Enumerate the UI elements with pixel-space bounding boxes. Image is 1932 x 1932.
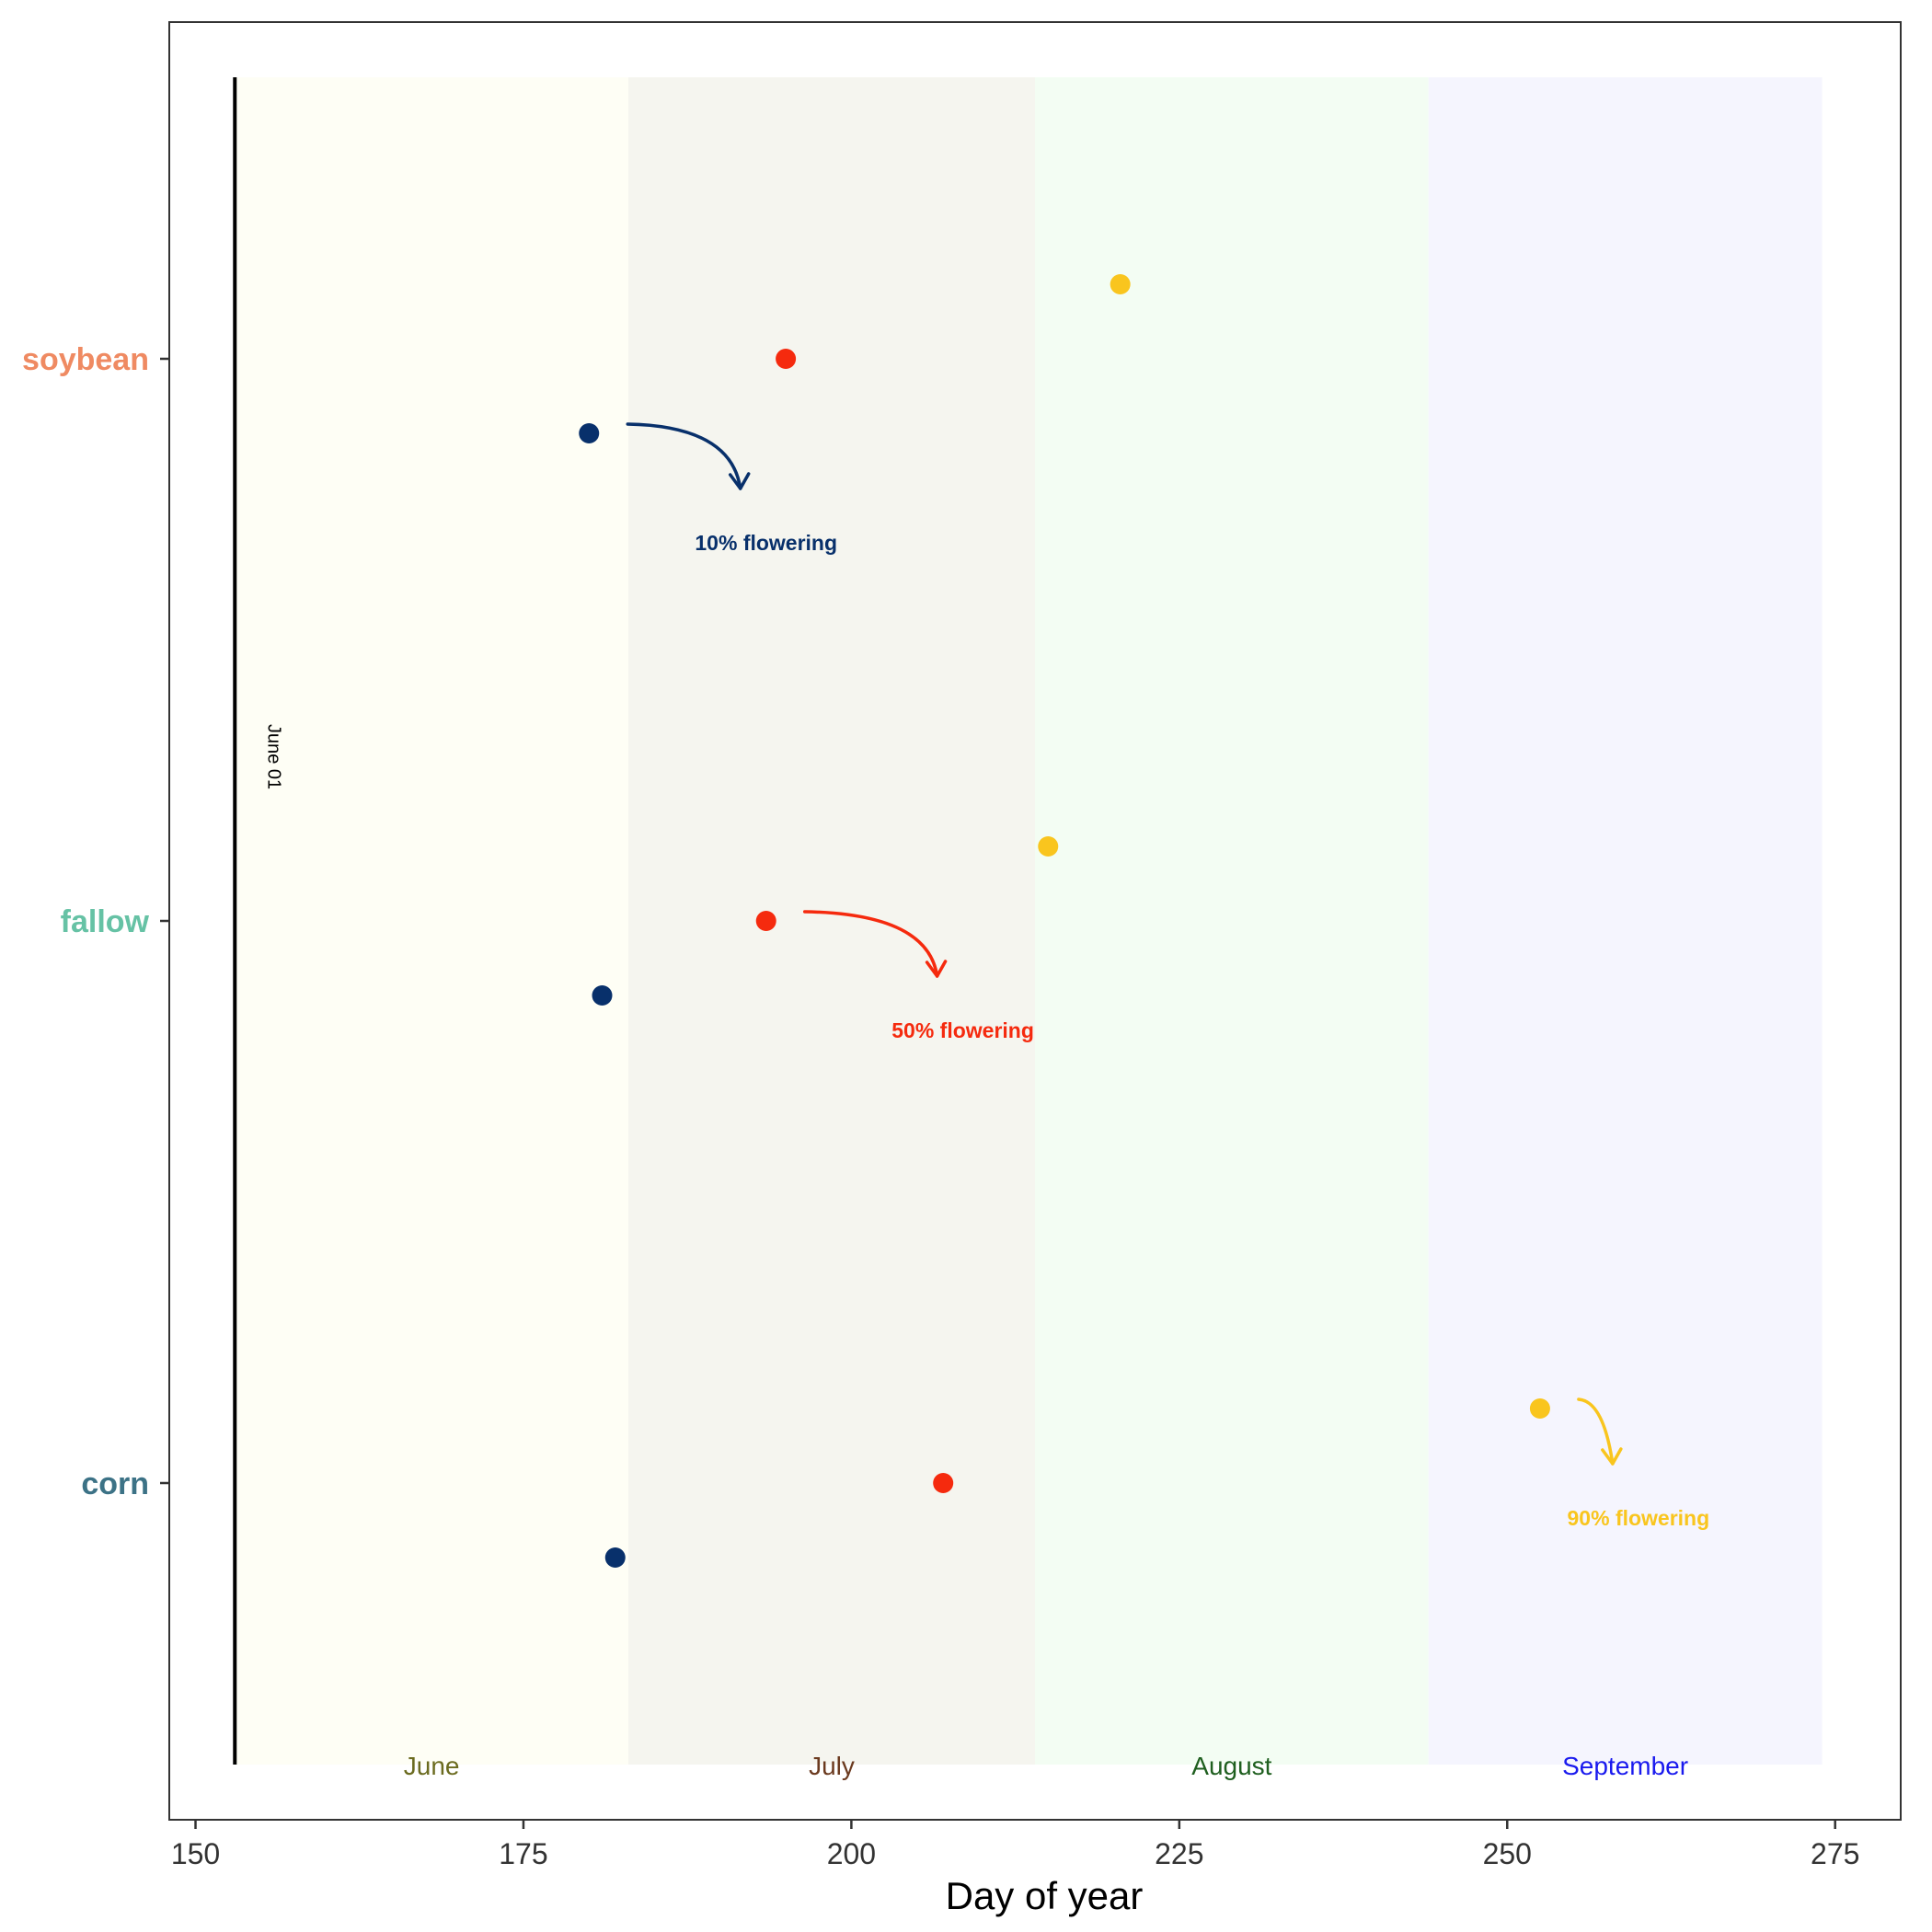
point-corn-10pct [604, 1547, 626, 1568]
x-tick-label-175: 175 [499, 1837, 547, 1870]
point-corn-50pct [933, 1473, 954, 1493]
annotation-arrow-10pct [626, 422, 742, 490]
reference-line-group: June 01 [233, 77, 283, 1765]
reference-line-label: June 01 [263, 724, 283, 789]
y-axis: soybean fallow corn [22, 342, 169, 1501]
month-label-august: August [1191, 1752, 1271, 1780]
x-tick-label-225: 225 [1155, 1837, 1203, 1870]
point-soybean-90pct [1110, 274, 1131, 294]
points-group [579, 274, 1550, 1568]
x-tick-label-275: 275 [1811, 1837, 1859, 1870]
month-band-august [1035, 77, 1429, 1765]
x-tick-label-200: 200 [827, 1837, 876, 1870]
annotation-arrowhead-10pct [728, 472, 751, 490]
month-band-july [628, 77, 1035, 1765]
x-tick-label-150: 150 [171, 1837, 220, 1870]
month-band-june [235, 77, 629, 1765]
y-tick-label-fallow: fallow [61, 904, 150, 939]
point-soybean-50pct [776, 349, 797, 369]
annotation-label-50pct: 50% flowering [891, 1018, 1034, 1042]
annotation-arrowhead-90pct [1601, 1447, 1623, 1466]
x-axis: 150 175 200 225 250 275 [171, 1820, 1859, 1870]
month-label-september: September [1562, 1752, 1688, 1780]
annotation-label-10pct: 10% flowering [695, 531, 837, 555]
annotations-group: 10% flowering 50% flowering 90% flowering [626, 422, 1710, 1530]
x-axis-title: Day of year [946, 1874, 1144, 1917]
y-tick-label-corn: corn [81, 1466, 149, 1501]
annotation-arrowhead-50pct [925, 960, 948, 978]
point-fallow-90pct [1038, 836, 1059, 857]
point-corn-90pct [1529, 1398, 1550, 1419]
month-band-september [1428, 77, 1823, 1765]
annotation-label-90pct: 90% flowering [1568, 1506, 1710, 1530]
point-fallow-10pct [592, 985, 613, 1006]
y-tick-label-soybean: soybean [22, 342, 149, 377]
annotation-arrow-90pct [1577, 1397, 1615, 1466]
x-tick-label-250: 250 [1483, 1837, 1532, 1870]
point-soybean-10pct [579, 423, 600, 443]
month-bands: June July August September [235, 77, 1823, 1780]
month-label-june: June [404, 1752, 460, 1780]
month-label-july: July [809, 1752, 855, 1780]
point-fallow-50pct [755, 911, 776, 931]
annotation-arrow-50pct [802, 910, 939, 978]
